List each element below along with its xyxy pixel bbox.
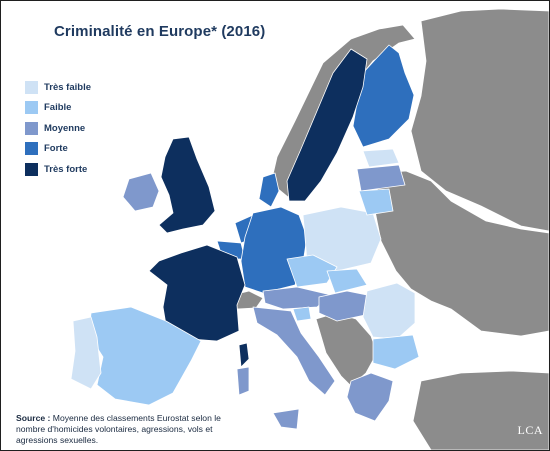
country-sicily [272, 408, 300, 430]
country-poland [302, 206, 382, 272]
country-spain [88, 306, 202, 406]
source-note: Source : Moyenne des classements Eurosta… [16, 413, 246, 446]
country-slovenia [292, 306, 312, 322]
legend-swatch [25, 162, 38, 176]
country-slovakia [326, 268, 368, 294]
country-romania [362, 282, 416, 340]
country-austria [262, 286, 332, 310]
region-russia-north [410, 8, 549, 232]
source-label: Source : [16, 413, 51, 423]
legend: Très faible Faible Moyenne Forte Très fo… [25, 77, 91, 180]
legend-swatch [25, 101, 38, 115]
legend-item-tres-faible: Très faible [25, 77, 91, 98]
legend-label: Moyenne [44, 122, 86, 134]
country-ireland [122, 172, 160, 212]
country-france [148, 244, 246, 342]
lca-logo: LCA [517, 423, 543, 437]
country-germany [240, 206, 308, 294]
country-corsica [238, 342, 250, 368]
country-italy [252, 306, 336, 396]
legend-swatch [25, 121, 38, 135]
country-sardinia [236, 366, 250, 396]
legend-label: Très faible [44, 81, 91, 93]
legend-item-tres-forte: Très forte [25, 159, 91, 180]
country-lithuania [358, 188, 394, 216]
country-bulgaria [372, 334, 420, 370]
country-estonia [362, 148, 400, 168]
legend-swatch [25, 80, 38, 94]
map-title: Criminalité en Europe* (2016) [54, 23, 266, 40]
region-turkey [412, 370, 549, 450]
country-hungary [318, 290, 368, 322]
legend-label: Faible [44, 102, 72, 114]
country-denmark [258, 172, 280, 208]
country-uk [158, 136, 216, 234]
region-belarus-ukraine [374, 170, 549, 337]
legend-item-faible: Faible [25, 98, 91, 119]
country-portugal [70, 316, 102, 390]
legend-item-moyenne: Moyenne [25, 118, 91, 139]
legend-label: Forte [44, 143, 68, 155]
country-greece [346, 372, 394, 422]
country-sweden [286, 48, 368, 202]
legend-swatch [25, 142, 38, 156]
source-text: Moyenne des classements Eurostat selon l… [16, 413, 221, 445]
legend-item-forte: Forte [25, 139, 91, 160]
country-latvia [356, 164, 406, 192]
legend-label: Très forte [44, 163, 88, 175]
